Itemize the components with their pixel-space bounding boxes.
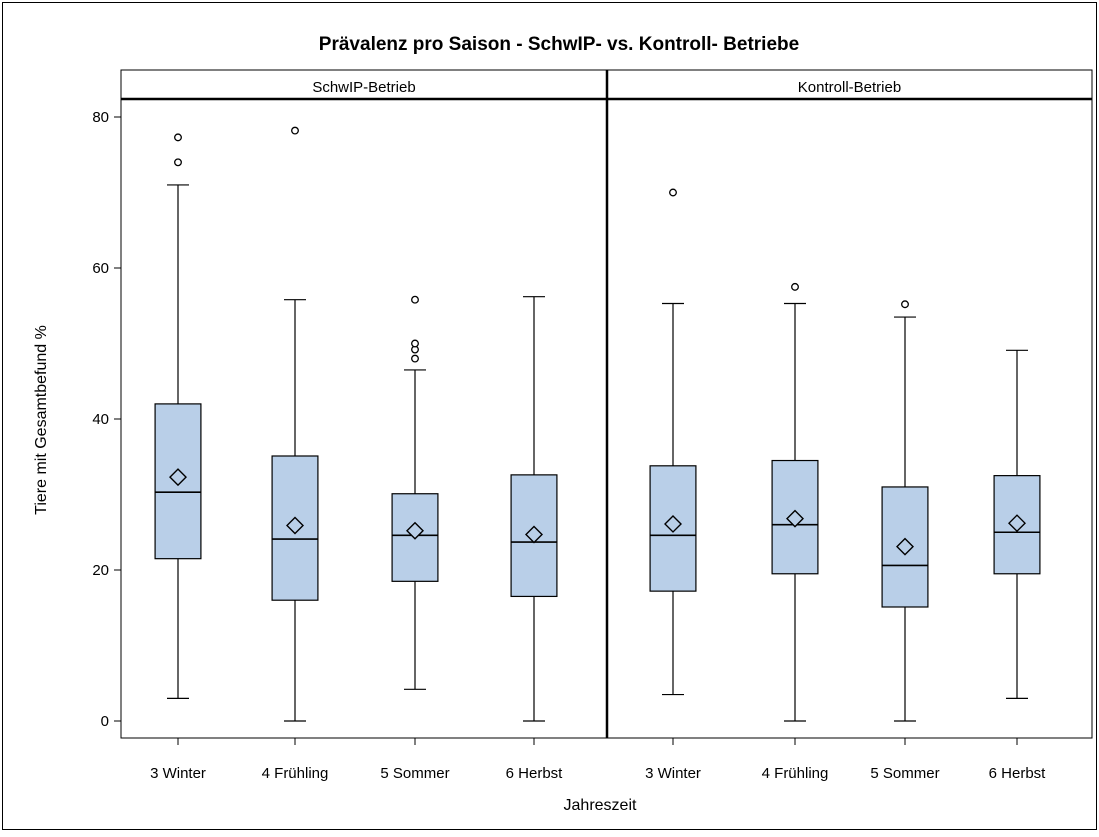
mean-marker	[525, 525, 543, 544]
outlier-point	[411, 339, 419, 348]
x-tick-label: 6 Herbst	[989, 765, 1047, 782]
outlier-point	[669, 188, 677, 197]
x-tick-label: 4 Frühling	[762, 765, 829, 782]
outlier-point	[411, 354, 419, 363]
outlier-point	[291, 126, 299, 135]
outlier-point	[791, 282, 799, 291]
y-tick-label: 0	[101, 713, 109, 730]
x-tick-label: 5 Sommer	[380, 765, 449, 782]
mean-marker	[896, 537, 914, 556]
outlier-point	[411, 295, 419, 304]
mean-marker	[1008, 514, 1026, 533]
panel-strip-label: Kontroll-Betrieb	[798, 79, 901, 96]
x-tick-label: 6 Herbst	[506, 765, 564, 782]
mean-marker	[664, 514, 682, 533]
mean-marker	[786, 509, 804, 528]
x-tick-label: 3 Winter	[645, 765, 701, 782]
y-tick-label: 20	[92, 562, 109, 579]
chart-title: Prävalenz pro Saison - SchwIP- vs. Kontr…	[319, 34, 799, 55]
x-tick-label: 5 Sommer	[870, 765, 939, 782]
x-axis-label: Jahreszeit	[564, 797, 637, 814]
y-tick-label: 40	[92, 411, 109, 428]
y-axis-label: Tiere mit Gesamtbefund %	[33, 325, 50, 515]
x-tick-label: 3 Winter	[150, 765, 206, 782]
x-tick-label: 4 Frühling	[262, 765, 329, 782]
y-tick-label: 60	[92, 260, 109, 277]
mean-marker	[406, 521, 424, 540]
outlier-point	[174, 133, 182, 142]
box-iqr	[881, 486, 929, 608]
mean-marker	[286, 516, 304, 535]
plot-area: SchwIP-Betrieb Kontroll-Betrieb 0 20 40 60 80 3…	[92, 69, 1093, 782]
mean-marker	[169, 468, 187, 487]
outlier-point	[174, 158, 182, 167]
y-tick-label: 80	[92, 109, 109, 126]
panel-strip-label: SchwIP-Betrieb	[312, 79, 415, 96]
outlier-point	[901, 300, 909, 309]
